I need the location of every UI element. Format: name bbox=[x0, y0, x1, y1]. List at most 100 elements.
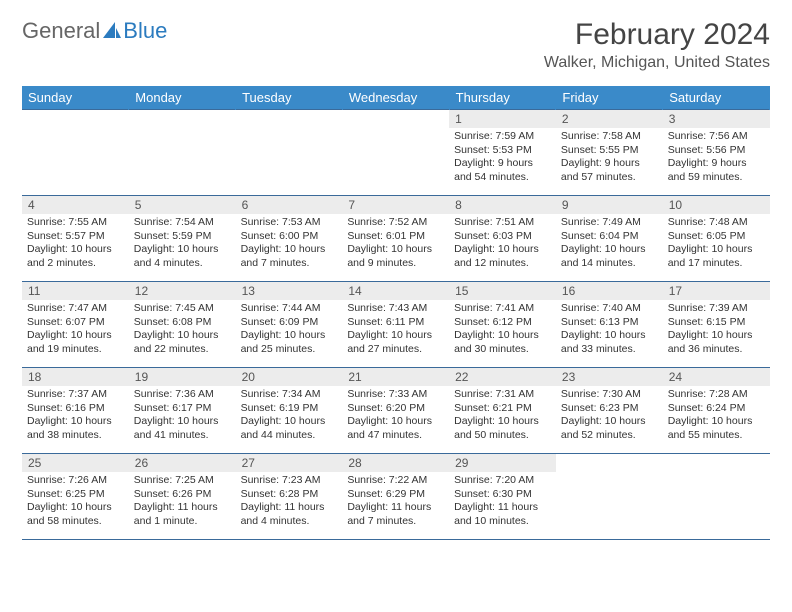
calendar-week-row: 11Sunrise: 7:47 AMSunset: 6:07 PMDayligh… bbox=[22, 282, 770, 368]
day-details: Sunrise: 7:37 AMSunset: 6:16 PMDaylight:… bbox=[22, 386, 129, 446]
title-location: Walker, Michigan, United States bbox=[544, 54, 770, 72]
sunrise-text: Sunrise: 7:44 AM bbox=[241, 302, 338, 316]
day-details: Sunrise: 7:56 AMSunset: 5:56 PMDaylight:… bbox=[663, 128, 770, 188]
weekday-header-cell: Saturday bbox=[663, 86, 770, 110]
calendar-day-cell: 23Sunrise: 7:30 AMSunset: 6:23 PMDayligh… bbox=[556, 368, 663, 454]
day-number: 6 bbox=[236, 196, 343, 214]
daylight-text: Daylight: 10 hours and 2 minutes. bbox=[27, 243, 124, 270]
daylight-text: Daylight: 10 hours and 38 minutes. bbox=[27, 415, 124, 442]
calendar-empty-cell bbox=[129, 110, 236, 196]
day-number: 4 bbox=[22, 196, 129, 214]
sunset-text: Sunset: 6:24 PM bbox=[668, 402, 765, 416]
sunrise-text: Sunrise: 7:26 AM bbox=[27, 474, 124, 488]
calendar-day-cell: 19Sunrise: 7:36 AMSunset: 6:17 PMDayligh… bbox=[129, 368, 236, 454]
day-details: Sunrise: 7:25 AMSunset: 6:26 PMDaylight:… bbox=[129, 472, 236, 532]
day-details: Sunrise: 7:39 AMSunset: 6:15 PMDaylight:… bbox=[663, 300, 770, 360]
day-number: 19 bbox=[129, 368, 236, 386]
weekday-header-cell: Monday bbox=[129, 86, 236, 110]
sunrise-text: Sunrise: 7:28 AM bbox=[668, 388, 765, 402]
day-number: 11 bbox=[22, 282, 129, 300]
calendar-day-cell: 9 Sunrise: 7:49 AMSunset: 6:04 PMDaylight… bbox=[556, 196, 663, 282]
day-details: Sunrise: 7:48 AMSunset: 6:05 PMDaylight:… bbox=[663, 214, 770, 274]
day-number: 3 bbox=[663, 110, 770, 128]
calendar-weekday-header: SundayMondayTuesdayWednesdayThursdayFrid… bbox=[22, 86, 770, 110]
day-details: Sunrise: 7:40 AMSunset: 6:13 PMDaylight:… bbox=[556, 300, 663, 360]
sunset-text: Sunset: 5:55 PM bbox=[561, 144, 658, 158]
sunset-text: Sunset: 5:56 PM bbox=[668, 144, 765, 158]
calendar-table: SundayMondayTuesdayWednesdayThursdayFrid… bbox=[22, 86, 770, 540]
day-details: Sunrise: 7:58 AMSunset: 5:55 PMDaylight:… bbox=[556, 128, 663, 188]
day-details: Sunrise: 7:33 AMSunset: 6:20 PMDaylight:… bbox=[342, 386, 449, 446]
calendar-day-cell: 22Sunrise: 7:31 AMSunset: 6:21 PMDayligh… bbox=[449, 368, 556, 454]
day-number: 26 bbox=[129, 454, 236, 472]
calendar-day-cell: 14Sunrise: 7:43 AMSunset: 6:11 PMDayligh… bbox=[342, 282, 449, 368]
day-number: 23 bbox=[556, 368, 663, 386]
sunset-text: Sunset: 6:03 PM bbox=[454, 230, 551, 244]
calendar-day-cell: 10Sunrise: 7:48 AMSunset: 6:05 PMDayligh… bbox=[663, 196, 770, 282]
day-number: 9 bbox=[556, 196, 663, 214]
daylight-text: Daylight: 10 hours and 14 minutes. bbox=[561, 243, 658, 270]
weekday-header-cell: Sunday bbox=[22, 86, 129, 110]
calendar-header: General Blue February 2024 Walker, Michi… bbox=[22, 18, 770, 72]
sunrise-text: Sunrise: 7:59 AM bbox=[454, 130, 551, 144]
logo-text-blue: Blue bbox=[123, 18, 167, 44]
day-number: 13 bbox=[236, 282, 343, 300]
sunrise-text: Sunrise: 7:22 AM bbox=[347, 474, 444, 488]
day-details: Sunrise: 7:36 AMSunset: 6:17 PMDaylight:… bbox=[129, 386, 236, 446]
sunset-text: Sunset: 6:09 PM bbox=[241, 316, 338, 330]
daylight-text: Daylight: 10 hours and 9 minutes. bbox=[347, 243, 444, 270]
day-number: 27 bbox=[236, 454, 343, 472]
sunset-text: Sunset: 5:57 PM bbox=[27, 230, 124, 244]
sunrise-text: Sunrise: 7:45 AM bbox=[134, 302, 231, 316]
day-number: 15 bbox=[449, 282, 556, 300]
sunrise-text: Sunrise: 7:49 AM bbox=[561, 216, 658, 230]
day-details: Sunrise: 7:52 AMSunset: 6:01 PMDaylight:… bbox=[342, 214, 449, 274]
calendar-week-row: 25Sunrise: 7:26 AMSunset: 6:25 PMDayligh… bbox=[22, 454, 770, 540]
calendar-day-cell: 18Sunrise: 7:37 AMSunset: 6:16 PMDayligh… bbox=[22, 368, 129, 454]
daylight-text: Daylight: 10 hours and 19 minutes. bbox=[27, 329, 124, 356]
calendar-day-cell: 26Sunrise: 7:25 AMSunset: 6:26 PMDayligh… bbox=[129, 454, 236, 540]
daylight-text: Daylight: 10 hours and 33 minutes. bbox=[561, 329, 658, 356]
day-details: Sunrise: 7:30 AMSunset: 6:23 PMDaylight:… bbox=[556, 386, 663, 446]
sunset-text: Sunset: 6:28 PM bbox=[241, 488, 338, 502]
daylight-text: Daylight: 9 hours and 57 minutes. bbox=[561, 157, 658, 184]
daylight-text: Daylight: 10 hours and 55 minutes. bbox=[668, 415, 765, 442]
daylight-text: Daylight: 11 hours and 4 minutes. bbox=[241, 501, 338, 528]
calendar-day-cell: 17Sunrise: 7:39 AMSunset: 6:15 PMDayligh… bbox=[663, 282, 770, 368]
weekday-header-cell: Wednesday bbox=[342, 86, 449, 110]
calendar-day-cell: 7Sunrise: 7:52 AMSunset: 6:01 PMDaylight… bbox=[342, 196, 449, 282]
day-number: 16 bbox=[556, 282, 663, 300]
day-details: Sunrise: 7:20 AMSunset: 6:30 PMDaylight:… bbox=[449, 472, 556, 532]
daylight-text: Daylight: 10 hours and 25 minutes. bbox=[241, 329, 338, 356]
sunset-text: Sunset: 6:12 PM bbox=[454, 316, 551, 330]
calendar-empty-cell bbox=[22, 110, 129, 196]
daylight-text: Daylight: 10 hours and 36 minutes. bbox=[668, 329, 765, 356]
sunrise-text: Sunrise: 7:41 AM bbox=[454, 302, 551, 316]
calendar-day-cell: 24 Sunrise: 7:28 AMSunset: 6:24 PMDayligh… bbox=[663, 368, 770, 454]
daylight-text: Daylight: 11 hours and 1 minute. bbox=[134, 501, 231, 528]
calendar-day-cell: 16Sunrise: 7:40 AMSunset: 6:13 PMDayligh… bbox=[556, 282, 663, 368]
day-details: Sunrise: 7:22 AMSunset: 6:29 PMDaylight:… bbox=[342, 472, 449, 532]
calendar-empty-cell bbox=[342, 110, 449, 196]
day-details: Sunrise: 7:51 AMSunset: 6:03 PMDaylight:… bbox=[449, 214, 556, 274]
calendar-day-cell: 4 Sunrise: 7:55 AMSunset: 5:57 PMDaylight… bbox=[22, 196, 129, 282]
calendar-empty-cell bbox=[663, 454, 770, 540]
sunset-text: Sunset: 6:04 PM bbox=[561, 230, 658, 244]
calendar-day-cell: 1Sunrise: 7:59 AMSunset: 5:53 PMDaylight… bbox=[449, 110, 556, 196]
daylight-text: Daylight: 9 hours and 54 minutes. bbox=[454, 157, 551, 184]
day-number: 21 bbox=[342, 368, 449, 386]
sunrise-text: Sunrise: 7:39 AM bbox=[668, 302, 765, 316]
weekday-header-cell: Friday bbox=[556, 86, 663, 110]
calendar-week-row: 18Sunrise: 7:37 AMSunset: 6:16 PMDayligh… bbox=[22, 368, 770, 454]
sunrise-text: Sunrise: 7:34 AM bbox=[241, 388, 338, 402]
sunrise-text: Sunrise: 7:36 AM bbox=[134, 388, 231, 402]
sunset-text: Sunset: 6:19 PM bbox=[241, 402, 338, 416]
day-number: 12 bbox=[129, 282, 236, 300]
sunrise-text: Sunrise: 7:55 AM bbox=[27, 216, 124, 230]
sunset-text: Sunset: 6:08 PM bbox=[134, 316, 231, 330]
sunrise-text: Sunrise: 7:20 AM bbox=[454, 474, 551, 488]
day-number: 24 bbox=[663, 368, 770, 386]
sunrise-text: Sunrise: 7:53 AM bbox=[241, 216, 338, 230]
calendar-day-cell: 8Sunrise: 7:51 AMSunset: 6:03 PMDaylight… bbox=[449, 196, 556, 282]
day-number: 10 bbox=[663, 196, 770, 214]
